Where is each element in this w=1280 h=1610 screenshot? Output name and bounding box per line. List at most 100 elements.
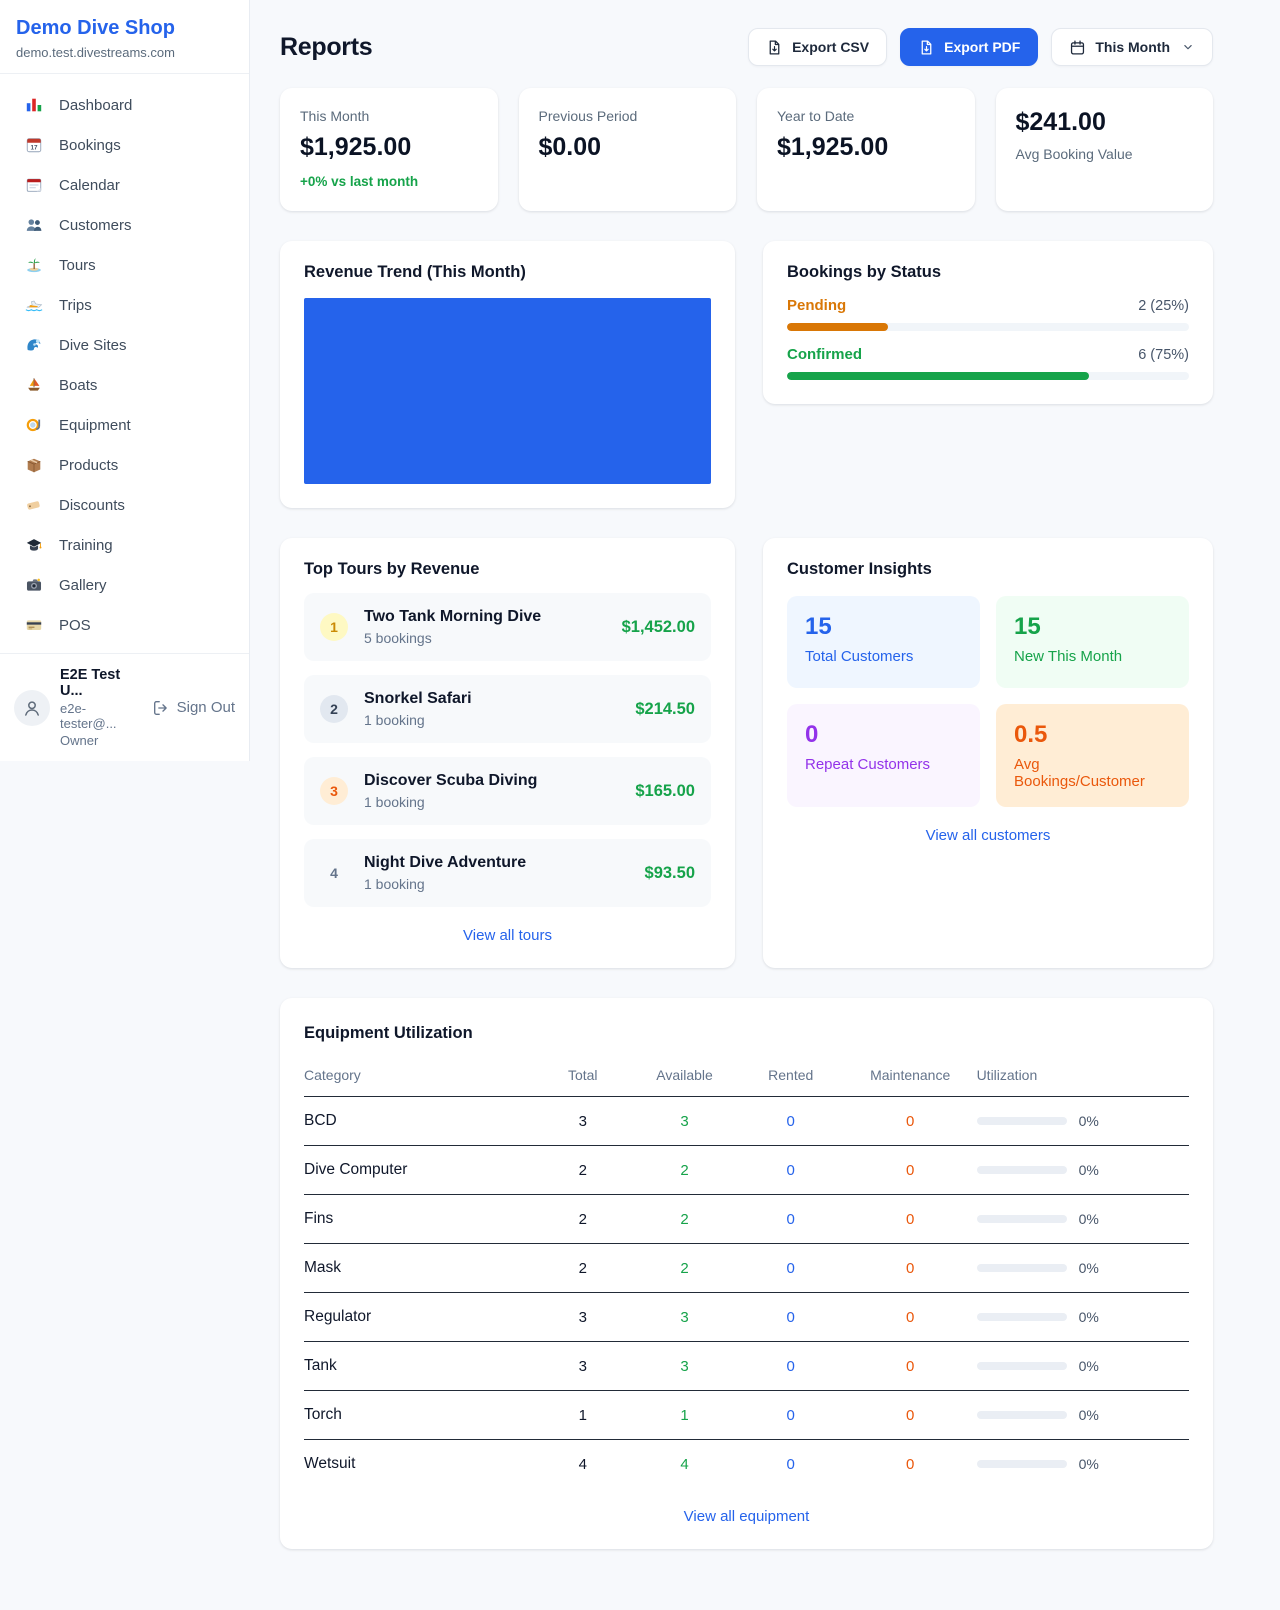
sidebar-item-boats[interactable]: Boats <box>12 365 237 405</box>
tag-icon <box>24 495 44 515</box>
column-header: Rented <box>737 1055 844 1097</box>
utilization-percent: 0% <box>1078 1260 1099 1276</box>
sidebar-item-tours[interactable]: Tours <box>12 245 237 285</box>
sign-out-button[interactable]: Sign Out <box>152 699 235 717</box>
stat-year-to-date: Year to Date $1,925.00 <box>757 88 975 211</box>
utilization-percent: 0% <box>1078 1456 1099 1472</box>
equipment-maintenance: 0 <box>843 1390 977 1440</box>
equipment-available: 2 <box>631 1243 738 1293</box>
bookings-status-card: Bookings by Status Pending 2 (25%) Confi… <box>763 241 1213 404</box>
utilization-cell: 0% <box>976 1456 1189 1472</box>
utilization-bar-track <box>976 1264 1067 1272</box>
status-label: Pending <box>787 297 847 314</box>
equipment-category: Mask <box>304 1243 535 1293</box>
table-row: Wetsuit 4 4 0 0 0% <box>304 1440 1189 1489</box>
view-all-equipment-link[interactable]: View all equipment <box>683 1508 810 1525</box>
view-all-customers-link[interactable]: View all customers <box>925 827 1051 844</box>
tile-label: Avg Bookings/Customer <box>1014 756 1145 790</box>
equipment-total: 3 <box>534 1341 632 1391</box>
sidebar-item-label: Boats <box>59 376 98 394</box>
tour-amount: $93.50 <box>644 863 695 882</box>
equipment-available: 2 <box>631 1145 738 1195</box>
utilization-percent: 0% <box>1078 1113 1099 1129</box>
view-all-tours-link[interactable]: View all tours <box>463 927 552 944</box>
utilization-cell: 0% <box>976 1309 1189 1325</box>
stat-label: Avg Booking Value <box>1015 146 1133 162</box>
sidebar-item-pos[interactable]: POS <box>12 605 237 645</box>
charts-row: Revenue Trend (This Month) Bookings by S… <box>280 241 1213 508</box>
revenue-trend-chart <box>304 298 711 484</box>
sidebar-item-training[interactable]: Training <box>12 525 237 565</box>
sidebar-item-label: Trips <box>59 296 92 314</box>
utilization-bar-track <box>976 1411 1067 1419</box>
table-row: Regulator 3 3 0 0 0% <box>304 1292 1189 1342</box>
table-row: Mask 2 2 0 0 0% <box>304 1243 1189 1293</box>
user-meta: E2E Test U... e2e-tester@... Owner <box>60 667 142 748</box>
equipment-maintenance: 0 <box>906 1455 915 1473</box>
main-content: Reports Export CSV Export PDF This Month… <box>250 0 1280 1589</box>
package-icon <box>24 455 44 475</box>
sidebar-item-dashboard[interactable]: Dashboard <box>12 85 237 125</box>
status-label: Confirmed <box>787 346 862 363</box>
equipment-utilization-title: Equipment Utilization <box>304 1024 473 1042</box>
equipment-available: 4 <box>680 1455 689 1473</box>
status-row-confirmed: Confirmed 6 (75%) <box>787 346 1189 380</box>
rank-badge: 3 <box>320 777 348 805</box>
equipment-category: Torch <box>304 1390 535 1440</box>
stat-value: $241.00 <box>1015 108 1106 136</box>
sidebar-item-equipment[interactable]: Equipment <box>12 405 237 445</box>
camera-icon <box>24 575 44 595</box>
table-row: Torch 1 1 0 0 0% <box>304 1390 1189 1440</box>
sidebar-item-trips[interactable]: Trips <box>12 285 237 325</box>
tile-label: New This Month <box>1014 648 1123 665</box>
equipment-total: 3 <box>534 1096 632 1146</box>
equipment-total: 4 <box>578 1455 587 1473</box>
equipment-rented: 0 <box>737 1292 844 1342</box>
sidebar-item-label: Discounts <box>59 496 125 514</box>
export-csv-button[interactable]: Export CSV <box>748 28 888 66</box>
sidebar-item-gallery[interactable]: Gallery <box>12 565 237 605</box>
sidebar-item-discounts[interactable]: Discounts <box>12 485 237 525</box>
sign-out-icon <box>153 700 167 715</box>
top-tours-title: Top Tours by Revenue <box>304 560 480 578</box>
sidebar-item-customers[interactable]: Customers <box>12 205 237 245</box>
sidebar-item-label: Dive Sites <box>59 336 127 354</box>
sidebar-item-dive-sites[interactable]: Dive Sites <box>12 325 237 365</box>
tour-row: 2 Snorkel Safari 1 booking $214.50 <box>304 675 711 743</box>
period-select[interactable]: This Month <box>1051 28 1213 66</box>
table-row: BCD 3 3 0 0 0% <box>304 1096 1189 1146</box>
person-icon <box>25 700 39 716</box>
export-pdf-button[interactable]: Export PDF <box>900 28 1039 66</box>
status-bar-fill <box>787 323 888 331</box>
equipment-utilization-card: Equipment Utilization Category Total Ava… <box>280 998 1213 1549</box>
sidebar-item-products[interactable]: Products <box>12 445 237 485</box>
tile-avg-bookings: 0.5 Avg Bookings/Customer <box>996 704 1189 807</box>
tile-label: Repeat Customers <box>805 756 931 773</box>
user-name: E2E Test U... <box>60 667 121 699</box>
column-header: Utilization <box>976 1055 1189 1097</box>
utilization-percent: 0% <box>1078 1211 1099 1227</box>
stat-value: $0.00 <box>538 133 602 161</box>
utilization-percent: 0% <box>1078 1358 1099 1374</box>
column-header: Total <box>534 1055 632 1097</box>
dive-mask-icon <box>24 415 44 435</box>
equipment-available: 1 <box>631 1390 738 1440</box>
sidebar-item-label: Equipment <box>59 416 131 434</box>
equipment-category: Regulator <box>304 1292 535 1342</box>
stat-label: Previous Period <box>538 108 638 124</box>
sidebar-item-calendar[interactable]: Calendar <box>12 165 237 205</box>
utilization-cell: 0% <box>976 1260 1189 1276</box>
utilization-cell: 0% <box>976 1407 1189 1423</box>
stat-this-month: This Month $1,925.00 +0% vs last month <box>280 88 498 211</box>
equipment-rented: 0 <box>737 1194 844 1244</box>
page-header: Reports Export CSV Export PDF This Month <box>280 28 1213 66</box>
column-header: Available <box>631 1055 738 1097</box>
utilization-bar-track <box>976 1166 1067 1174</box>
sidebar-item-label: Gallery <box>59 576 107 594</box>
sidebar-item-bookings[interactable]: 17 Bookings <box>12 125 237 165</box>
stat-delta: +0% vs last month <box>300 174 419 189</box>
user-role: Owner <box>60 733 99 748</box>
equipment-total: 2 <box>534 1145 632 1195</box>
stat-value: $1,925.00 <box>777 133 889 161</box>
equipment-available: 3 <box>631 1292 738 1342</box>
